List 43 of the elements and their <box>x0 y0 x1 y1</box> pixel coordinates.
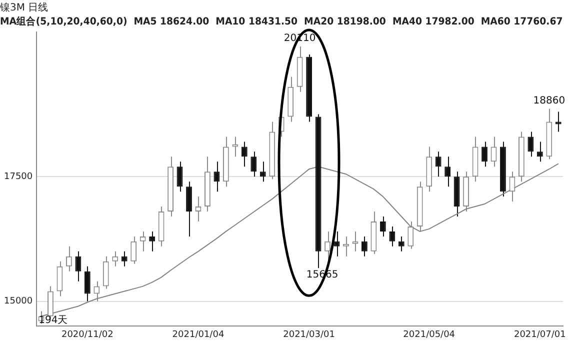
candlestick <box>324 230 330 262</box>
candlestick <box>186 181 192 237</box>
candlestick <box>149 230 156 252</box>
candlestick <box>112 250 118 267</box>
annotation: 194天 <box>38 314 68 326</box>
candlestick <box>380 216 386 237</box>
x-tick-label: 2020/11/02 <box>61 330 114 340</box>
candlestick <box>176 161 183 192</box>
x-tick-label: 2021/01/04 <box>172 330 224 340</box>
chart-subtitle: MA组合(5,10,20,40,60,0) MA5 18624.00 MA10 18431.50 MA20 18198.00 MA40 17982.00 MA60 17760.67 <box>0 15 563 28</box>
candlestick <box>509 171 516 202</box>
candlestick <box>343 236 349 257</box>
candlestick <box>260 161 266 182</box>
chart-title: 镍3M 日线 <box>0 2 48 14</box>
candlestick <box>389 226 396 247</box>
candlestick <box>121 250 128 267</box>
candlestick <box>250 151 257 178</box>
candlestick <box>66 246 72 272</box>
x-tick-label: 2021/07/01 <box>514 330 566 340</box>
candlestick <box>435 151 442 178</box>
candlestick <box>56 260 63 297</box>
x-tick-label: 2021/05/04 <box>403 330 456 340</box>
candlestick <box>102 256 109 290</box>
candlestick <box>140 230 146 252</box>
x-tick-label: 2021/03/01 <box>283 330 335 340</box>
candlestick <box>490 136 497 168</box>
candlestick <box>528 131 534 158</box>
y-tick-label: 17500 <box>4 172 33 182</box>
candlestick <box>232 136 238 158</box>
candlestick <box>84 266 90 302</box>
candlestick <box>94 280 100 302</box>
y-tick-label: 15000 <box>4 296 33 307</box>
candlestick <box>362 236 368 257</box>
candlestick <box>398 236 404 252</box>
annotation: 18860 <box>533 95 566 106</box>
candlestick <box>536 141 543 162</box>
candlestick <box>130 236 137 264</box>
candlestick <box>214 161 220 192</box>
candlestick <box>482 141 488 168</box>
candlestick <box>408 220 414 250</box>
candlestick <box>75 250 82 282</box>
candlestick <box>444 156 451 188</box>
candlestick <box>241 141 248 168</box>
